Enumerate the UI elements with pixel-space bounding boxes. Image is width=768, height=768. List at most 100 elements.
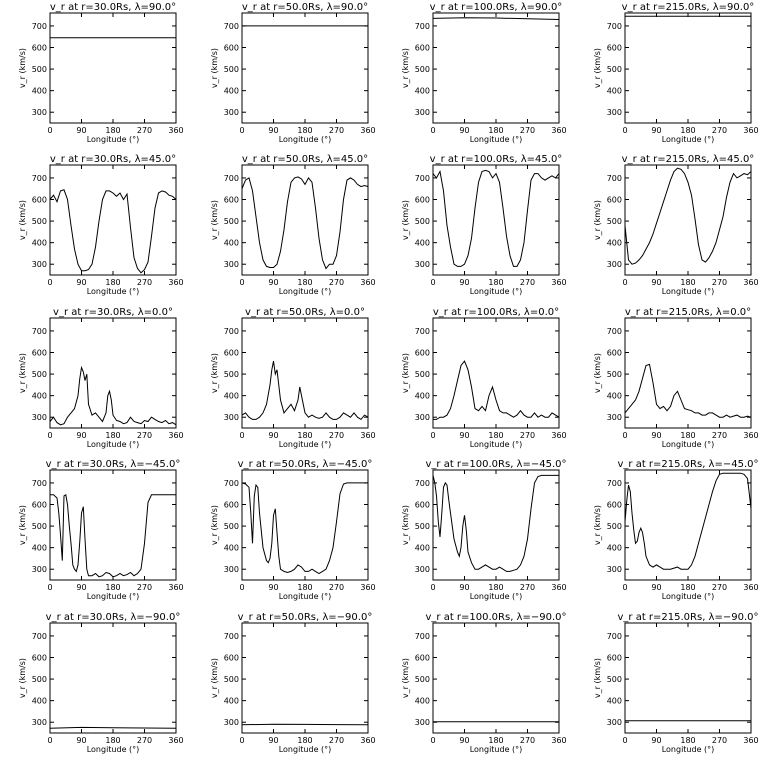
panel-5: v_r at r=30.0Rs, λ=45.0° 0 90 180 270 360 300 4… [18, 154, 184, 296]
x-tick-label: 270 [329, 126, 344, 135]
y-tick-label: 400 [415, 239, 430, 248]
x-tick-label: 90 [651, 583, 661, 592]
y-tick-label: 300 [224, 108, 239, 117]
x-tick-label: 270 [329, 278, 344, 287]
x-tick-label: 180 [488, 736, 503, 745]
series-line [432, 169, 560, 267]
y-tick-label: 600 [415, 196, 430, 205]
y-tick-label: 400 [224, 87, 239, 96]
y-tick-label: 500 [32, 522, 47, 531]
panel-3: v_r at r=100.0Rs, λ=90.0° 0 90 180 270 360 300… [401, 2, 567, 144]
x-tick-label: 270 [137, 583, 152, 592]
x-tick-label: 0 [239, 278, 244, 287]
panel-title: v_r at r=30.0Rs, λ=90.0° [50, 2, 176, 13]
plot-frame [432, 164, 560, 276]
x-tick-label: 180 [488, 126, 503, 135]
y-tick-label: 500 [415, 522, 430, 531]
x-tick-label: 180 [680, 736, 695, 745]
x-tick-label: 270 [520, 431, 535, 440]
x-tick-label: 90 [268, 278, 278, 287]
panel-title: v_r at r=100.0Rs, λ=0.0° [433, 307, 559, 318]
y-tick-label: 700 [224, 632, 239, 641]
y-tick-label: 500 [607, 65, 622, 74]
x-axis-label: Longitude (°) [279, 135, 332, 144]
y-tick-label: 300 [415, 260, 430, 269]
y-tick-label: 300 [415, 718, 430, 727]
y-tick-label: 700 [607, 327, 622, 336]
y-tick-label: 600 [415, 654, 430, 663]
y-tick-label: 400 [32, 239, 47, 248]
x-axis-label: Longitude (°) [662, 745, 715, 754]
y-tick-label: 300 [224, 413, 239, 422]
x-tick-label: 360 [360, 736, 375, 745]
x-tick-label: 270 [520, 583, 535, 592]
x-tick-label: 0 [430, 126, 435, 135]
x-tick-label: 270 [137, 736, 152, 745]
series-line [432, 17, 560, 20]
y-tick-label: 500 [607, 675, 622, 684]
x-tick-label: 0 [47, 583, 52, 592]
y-tick-label: 300 [607, 108, 622, 117]
y-tick-label: 700 [415, 479, 430, 488]
series-line [241, 361, 369, 421]
series-line [241, 723, 369, 726]
y-tick-label: 700 [32, 22, 47, 31]
x-tick-label: 90 [651, 126, 661, 135]
x-tick-label: 360 [168, 736, 183, 745]
x-tick-label: 0 [239, 583, 244, 592]
y-tick-label: 700 [607, 479, 622, 488]
x-axis-label: Longitude (°) [662, 287, 715, 296]
panel-11: v_r at r=100.0Rs, λ=0.0° 0 90 180 270 360 300 4… [401, 307, 567, 449]
x-tick-label: 90 [76, 126, 86, 135]
x-tick-label: 90 [459, 278, 469, 287]
x-tick-label: 180 [680, 583, 695, 592]
panel-title: v_r at r=215.0Rs, λ=90.0° [622, 2, 755, 13]
x-tick-label: 360 [743, 736, 758, 745]
y-tick-label: 600 [224, 44, 239, 53]
panel-9: v_r at r=30.0Rs, λ=0.0° 0 90 180 270 360 300 40… [18, 307, 184, 449]
panel-15: v_r at r=100.0Rs, λ=−45.0° 0 90 180 270 360 30… [401, 459, 567, 601]
x-tick-label: 270 [137, 126, 152, 135]
panel-title: v_r at r=100.0Rs, λ=90.0° [430, 2, 563, 13]
y-tick-label: 600 [607, 44, 622, 53]
x-tick-label: 270 [712, 278, 727, 287]
x-tick-label: 360 [168, 431, 183, 440]
x-tick-label: 180 [297, 126, 312, 135]
series-line [624, 472, 752, 570]
x-tick-label: 0 [622, 278, 627, 287]
x-tick-label: 180 [297, 736, 312, 745]
x-tick-label: 90 [459, 126, 469, 135]
x-tick-label: 180 [488, 431, 503, 440]
y-tick-label: 500 [607, 522, 622, 531]
x-tick-label: 0 [622, 736, 627, 745]
y-tick-label: 500 [224, 217, 239, 226]
panel-8: v_r at r=215.0Rs, λ=45.0° 0 90 180 270 360 300… [593, 154, 759, 296]
y-tick-label: 700 [32, 327, 47, 336]
x-tick-label: 270 [712, 736, 727, 745]
y-tick-label: 400 [415, 87, 430, 96]
y-tick-label: 400 [32, 697, 47, 706]
y-axis-label: v_r (km/s) [401, 353, 410, 393]
panel-7: v_r at r=100.0Rs, λ=45.0° 0 90 180 270 360 300… [401, 154, 567, 296]
x-tick-label: 0 [622, 583, 627, 592]
y-tick-label: 300 [607, 260, 622, 269]
x-tick-label: 0 [239, 431, 244, 440]
x-tick-label: 90 [268, 431, 278, 440]
x-tick-label: 0 [430, 736, 435, 745]
y-tick-label: 500 [415, 675, 430, 684]
y-axis-label: v_r (km/s) [401, 658, 410, 698]
x-axis-label: Longitude (°) [470, 745, 523, 754]
x-axis-label: Longitude (°) [87, 135, 140, 144]
x-tick-label: 180 [105, 126, 120, 135]
panel-18: v_r at r=50.0Rs, λ=−90.0° 0 90 180 270 360 300… [210, 612, 376, 754]
y-axis-label: v_r (km/s) [210, 200, 219, 240]
x-axis-label: Longitude (°) [87, 745, 140, 754]
y-tick-label: 600 [224, 349, 239, 358]
panel-title: v_r at r=30.0Rs, λ=45.0° [50, 154, 176, 165]
y-axis-label: v_r (km/s) [593, 505, 602, 545]
y-axis-label: v_r (km/s) [401, 505, 410, 545]
plot-frame [624, 622, 752, 734]
y-tick-label: 400 [415, 392, 430, 401]
x-tick-label: 90 [76, 431, 86, 440]
x-axis-label: Longitude (°) [470, 592, 523, 601]
